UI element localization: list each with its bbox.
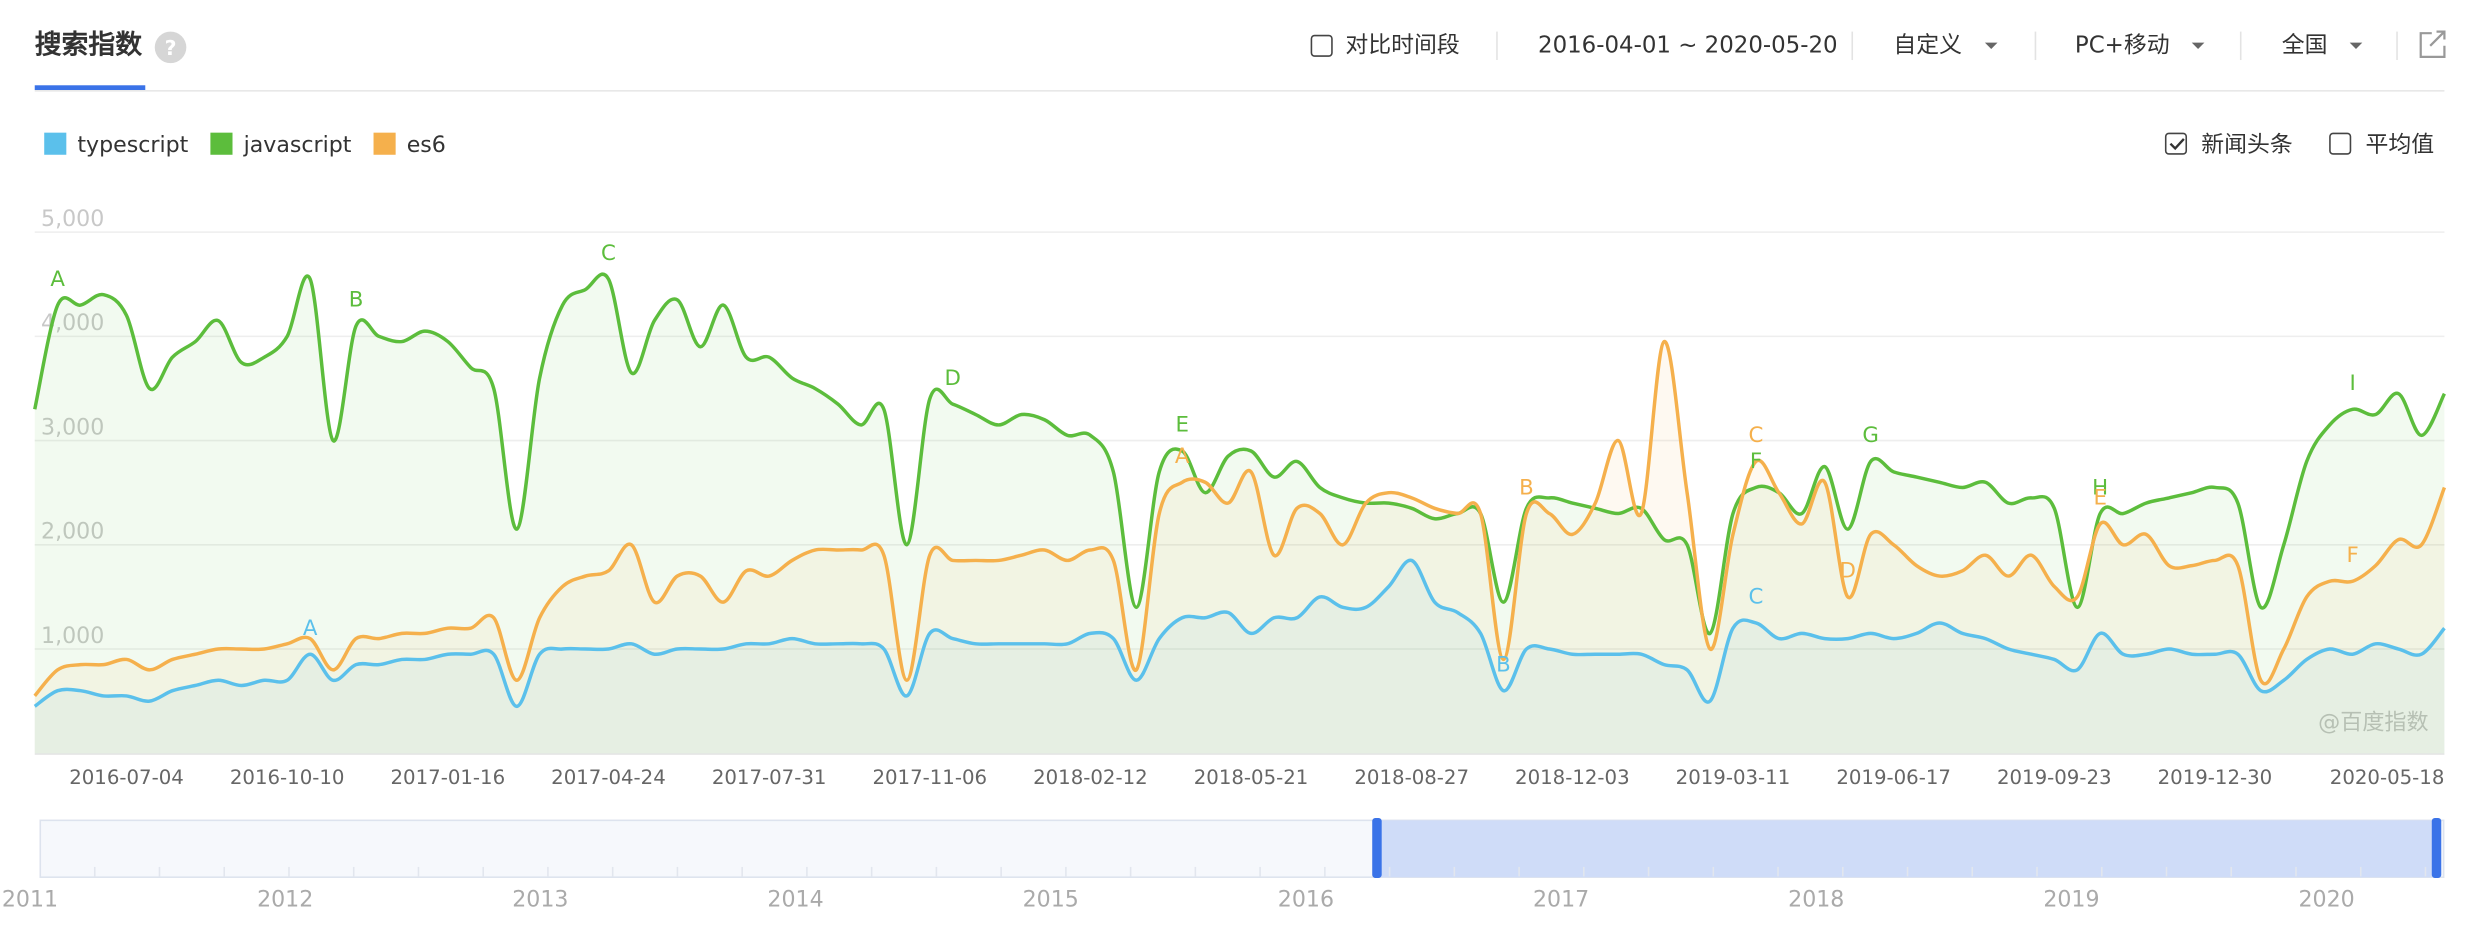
legend-label[interactable]: javascript bbox=[243, 132, 352, 158]
range-year-label: 2011 bbox=[2, 887, 58, 913]
legend-swatch[interactable] bbox=[44, 132, 67, 155]
range-handle[interactable] bbox=[1372, 817, 1382, 878]
annotation: C bbox=[1749, 423, 1764, 448]
x-tick-label: 2016-10-10 bbox=[230, 766, 345, 789]
annotation: F bbox=[2346, 543, 2358, 568]
annotation: E bbox=[1175, 413, 1188, 438]
y-tick-label: 1,000 bbox=[41, 623, 104, 649]
annotation: C bbox=[601, 241, 616, 266]
option-checkbox[interactable] bbox=[2164, 132, 2188, 155]
area bbox=[34, 341, 2445, 754]
annotation: I bbox=[2349, 371, 2355, 396]
legend-swatch[interactable] bbox=[210, 132, 233, 155]
tab-underline bbox=[34, 85, 146, 91]
help-icon-text[interactable]: ? bbox=[165, 36, 177, 60]
y-tick-label: 5,000 bbox=[41, 206, 104, 232]
area bbox=[34, 560, 2445, 754]
range-year-label: 2013 bbox=[512, 887, 568, 913]
range-year-label: 2014 bbox=[767, 887, 823, 913]
legend-label[interactable]: es6 bbox=[407, 132, 446, 158]
x-tick-label: 2017-07-31 bbox=[712, 766, 827, 789]
y-tick-label: 3,000 bbox=[41, 414, 104, 440]
device-select[interactable]: PC+移动 bbox=[2075, 32, 2170, 58]
caret[interactable] bbox=[2191, 42, 2205, 49]
x-tick-label: 2019-06-17 bbox=[1836, 766, 1951, 789]
area bbox=[34, 274, 2445, 754]
x-tick-label: 2020-05-18 bbox=[2330, 766, 2445, 789]
option-label[interactable]: 新闻头条 bbox=[2201, 132, 2293, 158]
annotation: B bbox=[1496, 652, 1511, 677]
range-year-label: 2020 bbox=[2299, 887, 2355, 913]
x-tick-label: 2017-11-06 bbox=[872, 766, 987, 789]
range-handle[interactable] bbox=[2431, 817, 2442, 878]
x-tick-label: 2017-01-16 bbox=[391, 766, 506, 789]
range-year-label: 2015 bbox=[1023, 887, 1079, 913]
x-tick-label: 2017-04-24 bbox=[551, 766, 666, 789]
range-year-label: 2019 bbox=[2043, 887, 2099, 913]
range-year-label: 2012 bbox=[257, 887, 313, 913]
x-tick-label: 2019-09-23 bbox=[1997, 766, 2112, 789]
line bbox=[33, 272, 2446, 636]
annotation: A bbox=[1175, 444, 1190, 469]
page-title: 搜索指数 bbox=[35, 29, 142, 60]
annotation: E bbox=[2093, 486, 2106, 511]
line bbox=[33, 558, 2446, 709]
legend-swatch[interactable] bbox=[373, 132, 396, 155]
region-select[interactable]: 全国 bbox=[2282, 32, 2328, 58]
range-year-label: 2017 bbox=[1533, 887, 1589, 913]
legend-label[interactable]: typescript bbox=[77, 132, 188, 158]
annotation: A bbox=[50, 267, 65, 292]
annotation: B bbox=[1519, 475, 1534, 500]
compare-checkbox[interactable] bbox=[1310, 34, 1333, 57]
x-tick-label: 2019-12-30 bbox=[2158, 766, 2273, 789]
annotation: C bbox=[1749, 585, 1764, 610]
help-icon[interactable] bbox=[154, 31, 187, 64]
line bbox=[33, 339, 2447, 698]
compare-label[interactable]: 对比时间段 bbox=[1345, 32, 1459, 58]
annotation: A bbox=[303, 616, 318, 641]
watermark: @百度指数 bbox=[2318, 710, 2428, 736]
date-range[interactable]: 2016-04-01 ~ 2020-05-20 bbox=[1538, 32, 1838, 58]
caret[interactable] bbox=[2349, 42, 2363, 49]
range-year-label: 2018 bbox=[1788, 887, 1844, 913]
option-label[interactable]: 平均值 bbox=[2365, 132, 2434, 158]
x-tick-label: 2018-02-12 bbox=[1033, 766, 1148, 789]
annotation: F bbox=[1750, 449, 1762, 474]
share-box[interactable] bbox=[2419, 32, 2446, 58]
annotation: D bbox=[1840, 559, 1856, 584]
annotation: H bbox=[2092, 475, 2108, 500]
x-tick-label: 2019-03-11 bbox=[1676, 766, 1791, 789]
annotation: D bbox=[945, 366, 961, 391]
caret[interactable] bbox=[1984, 42, 1998, 49]
share-arrow[interactable] bbox=[2429, 30, 2446, 47]
range-year-label: 2016 bbox=[1278, 887, 1334, 913]
option-checkbox[interactable] bbox=[2329, 132, 2352, 155]
x-tick-label: 2018-05-21 bbox=[1194, 766, 1309, 789]
annotation: G bbox=[1862, 423, 1879, 448]
x-tick-label: 2016-07-04 bbox=[69, 766, 184, 789]
share-icon[interactable] bbox=[2419, 30, 2446, 58]
annotation: B bbox=[349, 288, 364, 313]
y-tick-label: 2,000 bbox=[41, 519, 104, 545]
x-tick-label: 2018-12-03 bbox=[1515, 766, 1630, 789]
period-select[interactable]: 自定义 bbox=[1893, 32, 1962, 58]
checkmark[interactable] bbox=[2169, 138, 2185, 151]
x-tick-label: 2018-08-27 bbox=[1354, 766, 1469, 789]
